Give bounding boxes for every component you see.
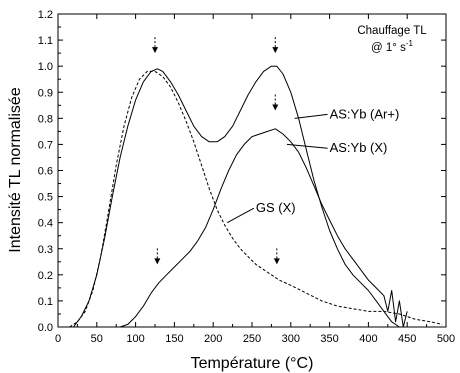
y-tick-label: 0.0 <box>38 322 53 334</box>
series-line-3 <box>69 70 443 328</box>
axis-ticks: 0 50 100 150 200 250 300 350 400 450 500 0.0 0.1 0.2 0… <box>38 9 455 345</box>
x-tick-label: 0 <box>55 333 61 345</box>
y-tick-label: 0.4 <box>38 218 53 230</box>
y-tick-label: 1.2 <box>38 9 53 21</box>
x-tick-label: 150 <box>165 333 183 345</box>
y-tick-label: 0.6 <box>38 166 53 178</box>
y-tick-label: 0.9 <box>38 87 53 99</box>
x-tick-label: 300 <box>282 333 300 345</box>
y-tick-label: 0.8 <box>38 113 53 125</box>
y-tick-label: 0.3 <box>38 244 53 256</box>
x-tick-label: 100 <box>126 333 144 345</box>
x-tick-label: 350 <box>320 333 338 345</box>
y-tick-label: 1.0 <box>38 61 53 73</box>
peak-marker-arrow <box>152 47 158 54</box>
peak-marker-arrow <box>272 47 279 54</box>
peak-marker-arrow <box>154 258 161 265</box>
annotation-line1: Chauffage TL <box>357 25 427 37</box>
y-tick-label: 0.1 <box>38 296 53 308</box>
label-leader <box>286 143 328 149</box>
series-label: GS (X) <box>256 200 296 215</box>
y-tick-label: 0.7 <box>38 139 53 151</box>
label-leader <box>226 207 255 224</box>
x-tick-label: 250 <box>243 333 261 345</box>
series-line-2 <box>119 128 408 328</box>
series-line-1 <box>73 65 400 328</box>
peak-marker-arrow <box>273 258 280 265</box>
x-tick-label: 50 <box>91 333 103 345</box>
y-axis-label: Intensité TL normalisée <box>7 87 24 253</box>
series-group <box>69 65 443 328</box>
x-tick-label: 200 <box>204 333 222 345</box>
y-tick-label: 0.2 <box>38 270 53 282</box>
peak-marker-arrow <box>272 104 279 111</box>
x-axis-label: Température (°C) <box>191 355 314 372</box>
y-tick-label: 0.5 <box>38 192 53 204</box>
series-label: AS:Yb (X) <box>330 140 388 155</box>
peak-markers <box>152 37 280 265</box>
series-labels: AS:Yb (Ar+) AS:Yb (X) GS (X) <box>226 106 400 224</box>
label-leader <box>294 113 328 119</box>
x-tick-label: 400 <box>359 333 377 345</box>
series-label: AS:Yb (Ar+) <box>330 106 400 121</box>
y-tick-label: 1.1 <box>38 35 53 47</box>
x-tick-label: 450 <box>398 333 416 345</box>
annotation-line2: @ 1° s-1 <box>371 39 413 54</box>
plot-frame <box>57 13 447 328</box>
x-tick-label: 500 <box>437 333 455 345</box>
